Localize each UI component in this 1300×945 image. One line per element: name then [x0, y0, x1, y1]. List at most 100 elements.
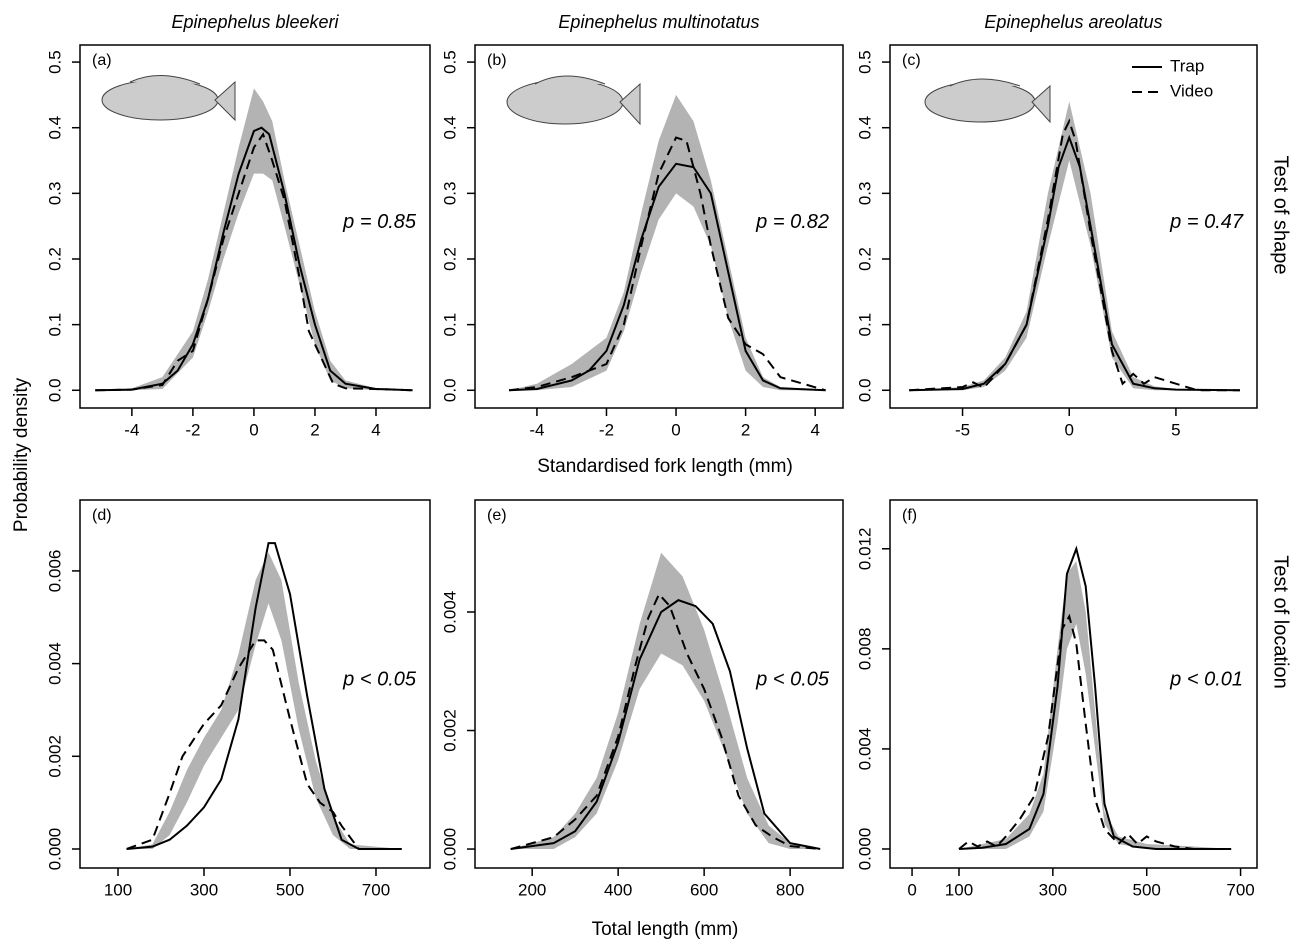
y-tick-label: 0.3 [45, 182, 64, 206]
fish-illustration [924, 78, 1051, 124]
panel-title: Epinephelus multinotatus [558, 12, 759, 32]
panel-title: Epinephelus areolatus [984, 12, 1162, 32]
y-tick-label: 0.0 [855, 378, 874, 402]
confidence-band [958, 561, 1232, 849]
y-tick-label: 0.000 [440, 828, 459, 871]
plot-frame [889, 499, 1258, 869]
x-tick-label: 0 [907, 880, 916, 899]
density-line [126, 542, 402, 850]
panel-label: (c) [902, 52, 921, 69]
density-line [909, 134, 1240, 392]
fish-illustrations [101, 74, 1051, 126]
plot-frame [889, 44, 1258, 409]
y-tick-label: 0.012 [855, 528, 874, 571]
y-tick-label: 0.3 [440, 182, 459, 206]
y-tick-label: 0.2 [45, 247, 64, 271]
x-tick-label: 0 [249, 420, 258, 439]
x-tick-label: -2 [599, 420, 614, 439]
x-tick-label: 100 [104, 880, 132, 899]
density-line [508, 136, 826, 392]
y-tick-label: 0.3 [855, 182, 874, 206]
y-tick-label: 0.5 [45, 50, 64, 74]
density-line [95, 126, 413, 392]
density-line [958, 545, 1232, 850]
y-tick-label: 0.0 [45, 378, 64, 402]
y-axis-label: Probability density [11, 377, 32, 532]
x-tick-label: 5 [1171, 420, 1180, 439]
x-tick-label: 800 [776, 880, 804, 899]
x-tick-label: -4 [529, 420, 544, 439]
x-tick-label: 0 [1064, 420, 1073, 439]
row-label: Test of location [1270, 555, 1292, 688]
confidence-band [510, 552, 821, 850]
density-line [510, 599, 821, 851]
y-tick-label: 0.4 [45, 116, 64, 140]
x-tick-label: 0 [671, 420, 680, 439]
panel-label: (b) [487, 52, 507, 69]
x-tick-label: 300 [1039, 880, 1067, 899]
legend-label: Trap [1170, 56, 1204, 75]
y-tick-label: 0.4 [440, 116, 459, 140]
x-tick-label: 500 [276, 880, 304, 899]
x-tick-label: 600 [690, 880, 718, 899]
x-axis-label: Total length (mm) [592, 919, 739, 940]
y-tick-label: 0.004 [440, 591, 459, 634]
y-tick-label: 0.004 [45, 642, 64, 685]
p-value: p < 0.01 [1169, 669, 1243, 691]
p-value: p < 0.05 [755, 669, 830, 691]
x-tick-label: 4 [810, 420, 819, 439]
y-tick-label: 0.5 [855, 50, 874, 74]
y-tick-label: 0.002 [440, 709, 459, 752]
panel-label: (a) [92, 52, 112, 69]
y-tick-label: 0.000 [45, 828, 64, 871]
p-value: p < 0.05 [342, 669, 417, 691]
x-tick-label: -2 [185, 420, 200, 439]
y-tick-label: 0.004 [855, 728, 874, 771]
panel-label: (e) [487, 507, 507, 524]
confidence-band [909, 101, 1240, 391]
fish-illustration [506, 75, 641, 126]
row-label: Test of shape [1270, 156, 1292, 275]
y-tick-label: 0.1 [855, 313, 874, 337]
x-tick-label: -4 [124, 420, 139, 439]
panel-title: Epinephelus bleekeri [171, 12, 339, 32]
x-axis-label: Standardised fork length (mm) [537, 456, 793, 477]
confidence-band [509, 94, 826, 391]
x-tick-label: 400 [604, 880, 632, 899]
x-tick-label: 300 [190, 880, 218, 899]
fish-illustration [101, 74, 236, 122]
panel-label: (f) [902, 507, 917, 524]
plot-frame [79, 499, 431, 869]
p-value: p = 0.85 [342, 211, 417, 233]
x-tick-label: 2 [741, 420, 750, 439]
plot-frame [79, 44, 431, 409]
y-tick-label: 0.000 [855, 828, 874, 871]
panel-label: (d) [92, 507, 112, 524]
density-line [958, 613, 1232, 850]
y-tick-label: 0.2 [855, 247, 874, 271]
y-tick-label: 0.008 [855, 628, 874, 671]
plot-frame [474, 499, 844, 869]
x-tick-label: 500 [1133, 880, 1161, 899]
x-tick-label: 700 [362, 880, 390, 899]
x-tick-label: 200 [518, 880, 546, 899]
x-tick-label: 2 [310, 420, 319, 439]
x-tick-label: -5 [955, 420, 970, 439]
p-value: p = 0.47 [1169, 211, 1244, 233]
plot-frame [474, 44, 844, 409]
density-line [95, 132, 413, 392]
y-tick-label: 0.5 [440, 50, 459, 74]
confidence-band [126, 552, 402, 849]
y-tick-label: 0.2 [440, 247, 459, 271]
x-tick-label: 4 [371, 420, 380, 439]
y-tick-label: 0.1 [45, 313, 64, 337]
x-tick-label: 700 [1226, 880, 1254, 899]
y-tick-label: 0.0 [440, 378, 459, 402]
x-tick-label: 100 [945, 880, 973, 899]
p-value: p = 0.82 [755, 211, 829, 233]
y-tick-label: 0.006 [45, 550, 64, 593]
y-tick-label: 0.002 [45, 735, 64, 778]
legend-label: Video [1170, 81, 1213, 100]
density-line [126, 639, 402, 850]
